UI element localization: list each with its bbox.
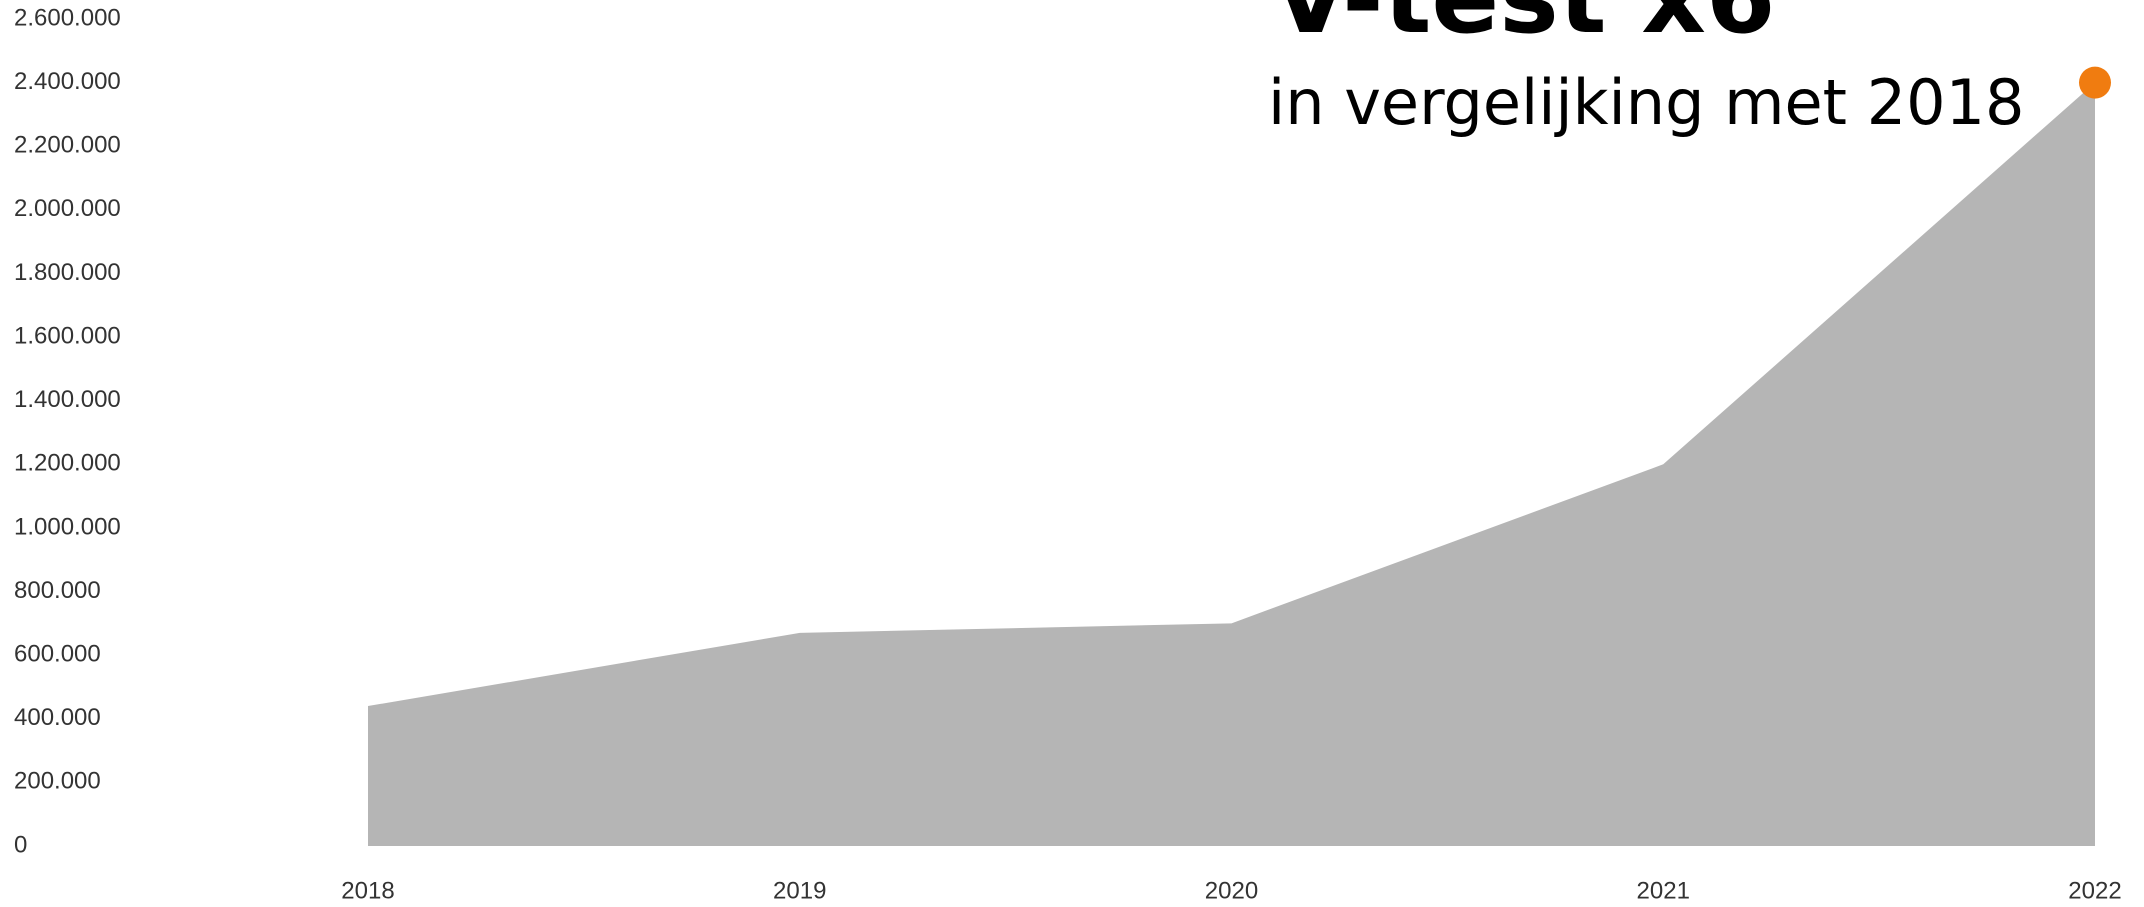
- y-tick-label: 1.200.000: [14, 450, 121, 477]
- x-tick-label: 2019: [773, 877, 826, 904]
- highlight-dot: [2079, 66, 2111, 99]
- y-tick-label: 1.600.000: [14, 322, 121, 349]
- y-tick-label: 400.000: [14, 704, 101, 731]
- chart-title: V-test x6: [1272, 0, 1775, 56]
- x-tick-label: 2022: [2068, 877, 2121, 904]
- y-tick-label: 2.200.000: [14, 132, 121, 159]
- y-tick-label: 1.800.000: [14, 259, 121, 286]
- y-tick-label: 2.000.000: [14, 195, 121, 222]
- y-tick-label: 800.000: [14, 577, 101, 604]
- plot: [368, 66, 2111, 847]
- x-tick-label: 2018: [341, 877, 394, 904]
- chart-subtitle: in vergelijking met 2018: [1268, 66, 2024, 139]
- y-tick-label: 0: [14, 831, 27, 858]
- y-tick-label: 200.000: [14, 768, 101, 795]
- y-tick-label: 1.400.000: [14, 386, 121, 413]
- y-tick-label: 2.600.000: [14, 4, 121, 31]
- x-tick-label: 2021: [1637, 877, 1690, 904]
- x-tick-label: 2020: [1205, 877, 1258, 904]
- y-tick-label: 600.000: [14, 640, 101, 667]
- y-tick-label: 2.400.000: [14, 68, 121, 95]
- area: [368, 82, 2095, 847]
- y-tick-label: 1.000.000: [14, 513, 121, 540]
